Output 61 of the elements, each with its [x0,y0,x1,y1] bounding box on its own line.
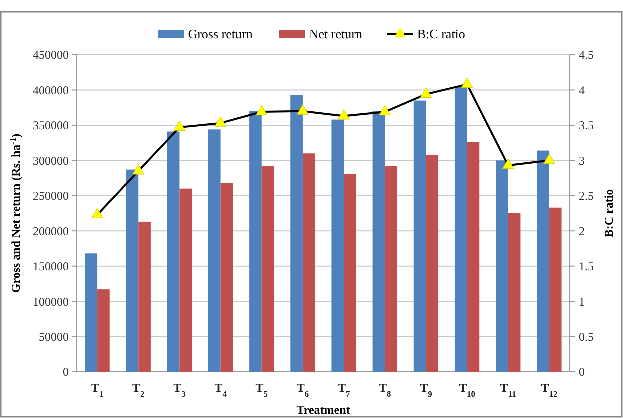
y-tick-label: 50000 [39,330,69,344]
x-tick-label: T$_{11}$ [500,381,516,398]
y2-tick-label: 0.5 [579,330,594,344]
bar [302,154,316,372]
y-tick-label: 450000 [33,48,69,62]
bar [138,222,151,372]
y2-tick-label: 4.5 [579,48,594,62]
y2-tick-label: 3.5 [579,118,594,133]
bar [208,130,221,372]
y2-tick-label: 1.5 [579,260,594,274]
bar [467,142,480,372]
bar [385,166,398,372]
y-tick-label: 250000 [33,189,69,204]
y2-tick-label: 3 [579,154,585,168]
x-tick-label: T$_{8}$ [379,381,392,398]
bar [549,208,562,372]
y-tick-label: 150000 [33,260,69,274]
bar [344,174,356,372]
x-tick-label: T$_{2}$ [132,381,145,398]
y-tick-label: 200000 [33,224,69,238]
bar [262,166,274,372]
bar [496,160,508,372]
y-tick-label: 100000 [33,294,69,309]
y2-axis-title: B:C ratio [602,189,616,238]
y-tick-label: 0 [63,365,69,380]
bar [508,214,521,372]
x-tick-label: T$_{12}$ [541,381,558,398]
x-tick-label: T$_{1}$ [91,381,104,398]
bar [126,170,139,372]
x-tick-label: T$_{4}$ [214,381,228,398]
bar [426,155,439,372]
x-tick-label: T$_{3}$ [174,381,186,398]
bar [372,111,386,372]
bar [167,132,180,372]
x-tick-label: T$_{5}$ [256,381,268,398]
bar [180,188,192,372]
bar [454,86,468,372]
bar [85,254,98,372]
bar [98,290,110,372]
y-tick-label: 300000 [33,154,69,168]
bar [220,183,234,372]
x-tick-label: T$_{6}$ [296,381,310,398]
bar [414,100,426,372]
x-tick-label: T$_{10}$ [459,381,476,398]
x-tick-label: T$_{9}$ [420,381,432,398]
legend-label: Net return [309,26,363,42]
legend-label: B:C ratio [417,26,466,42]
bar [290,95,303,372]
y2-tick-label: 4 [579,83,585,98]
legend-label: Gross return [188,26,254,42]
y2-tick-label: 2.5 [579,189,594,204]
y2-tick-label: 0 [579,365,585,380]
bar [537,150,550,372]
bar [332,120,344,372]
x-axis-title: Treatment [296,403,350,417]
y-tick-label: 350000 [33,118,69,133]
y2-tick-label: 1 [579,294,585,309]
y-tick-label: 400000 [33,83,69,98]
bar [250,111,262,372]
x-tick-label: T$_{7}$ [338,381,350,398]
y2-tick-label: 2 [579,224,585,238]
